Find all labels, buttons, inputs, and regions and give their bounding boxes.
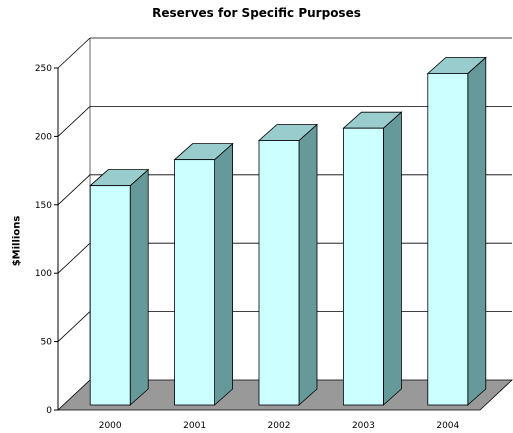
y-tick-label: 0 xyxy=(46,406,52,416)
x-tick-label: 2003 xyxy=(352,421,375,431)
gridline-diagonal xyxy=(57,37,91,69)
y-tick-label: 250 xyxy=(35,64,52,74)
x-tick-label: 2001 xyxy=(183,421,206,431)
bar-front xyxy=(342,127,384,406)
y-tick-label: 100 xyxy=(35,269,52,279)
bars xyxy=(89,56,487,406)
bar-side xyxy=(467,56,487,406)
chart-title: Reserves for Specific Purposes xyxy=(152,6,361,20)
y-tick-label: 50 xyxy=(41,338,53,348)
x-axis-ticks: 2000 2001 2002 2003 2004 xyxy=(99,421,460,431)
x-tick-label: 2000 xyxy=(99,421,122,431)
bar-side xyxy=(129,168,149,406)
bar-side xyxy=(382,111,402,406)
gridline-diagonal xyxy=(57,174,91,206)
bar-front xyxy=(174,159,216,406)
bar-side xyxy=(214,142,234,406)
x-tick-label: 2002 xyxy=(268,421,291,431)
gridline-diagonal xyxy=(57,106,91,137)
bar-front xyxy=(89,185,131,406)
y-tick-label: 200 xyxy=(35,132,52,142)
bar-front xyxy=(427,73,469,406)
bar-side xyxy=(298,123,318,406)
y-axis-ticks: 0 50 100 150 200 250 xyxy=(35,64,58,416)
bar xyxy=(89,168,150,406)
x-tick-label: 2004 xyxy=(436,421,459,431)
bar xyxy=(257,123,319,406)
chart-walls xyxy=(57,38,91,410)
gridline-diagonal xyxy=(57,242,91,274)
y-tick-label: 150 xyxy=(35,201,52,211)
bar xyxy=(342,111,403,406)
bar-front xyxy=(258,140,300,406)
bar xyxy=(426,56,487,406)
bar xyxy=(173,142,234,406)
gridline-diagonal xyxy=(57,311,91,342)
